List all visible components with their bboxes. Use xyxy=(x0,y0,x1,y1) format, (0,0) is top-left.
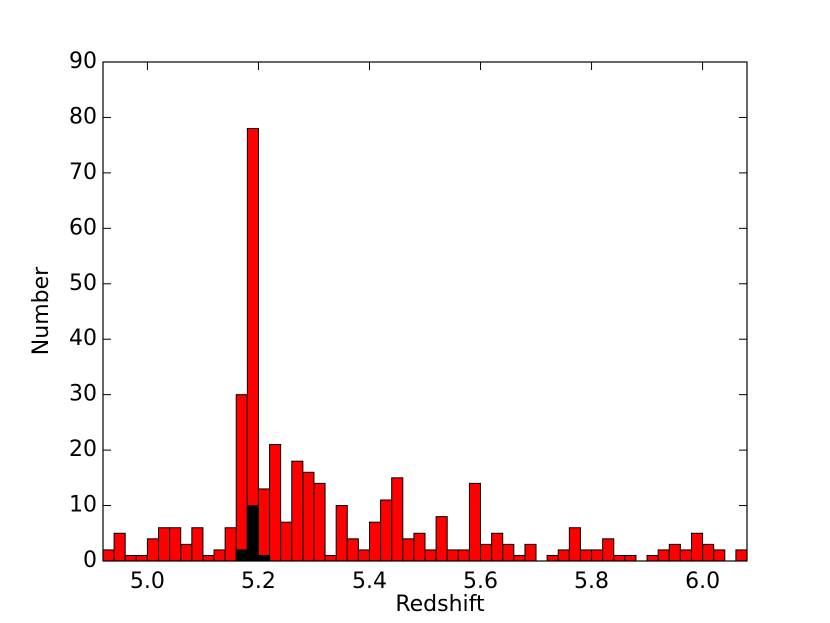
y-tick-label: 50 xyxy=(69,271,97,296)
bar xyxy=(280,521,293,562)
bar xyxy=(502,543,515,562)
bar xyxy=(257,554,271,562)
bar xyxy=(591,549,604,562)
bar xyxy=(269,444,282,562)
y-tick-label: 80 xyxy=(69,104,97,129)
bar xyxy=(158,527,171,562)
bar xyxy=(191,527,204,562)
y-tick-label: 10 xyxy=(69,493,97,518)
bar xyxy=(391,477,404,562)
x-tick-label: 5.6 xyxy=(463,569,498,594)
bar xyxy=(246,505,259,562)
bar xyxy=(146,538,160,562)
y-tick-label: 40 xyxy=(69,326,97,351)
plot-frame xyxy=(102,61,748,562)
bar xyxy=(491,532,504,562)
bar xyxy=(568,527,581,562)
bar xyxy=(524,543,537,562)
bar xyxy=(702,543,715,562)
bar xyxy=(246,128,259,562)
bar xyxy=(513,554,526,562)
bar xyxy=(657,549,670,562)
y-axis-label: Number xyxy=(29,266,54,355)
bar xyxy=(213,549,226,562)
bar xyxy=(546,554,559,562)
x-tick-label: 5.4 xyxy=(352,569,387,594)
bar xyxy=(169,527,182,562)
bar xyxy=(224,527,237,562)
x-axis-label: Redshift xyxy=(395,592,485,617)
bar xyxy=(202,554,215,562)
y-tick-label: 30 xyxy=(69,382,97,407)
bar xyxy=(557,549,570,562)
bar xyxy=(446,549,459,562)
bar xyxy=(480,543,493,562)
x-tick-label: 5.2 xyxy=(241,569,276,594)
bar xyxy=(690,532,704,562)
bar xyxy=(435,516,448,562)
bar xyxy=(413,532,426,562)
bar xyxy=(291,460,304,562)
y-tick-label: 60 xyxy=(69,215,97,240)
bar xyxy=(679,549,692,562)
y-tick-label: 70 xyxy=(69,160,97,185)
bar xyxy=(602,538,615,562)
x-tick-label: 5.8 xyxy=(574,569,609,594)
bar xyxy=(257,488,271,562)
bar xyxy=(668,543,681,562)
bar xyxy=(102,549,115,562)
y-tick-label: 0 xyxy=(83,548,97,573)
y-tick-label: 20 xyxy=(69,437,97,462)
x-tick-label: 5.0 xyxy=(130,569,165,594)
bar xyxy=(235,394,248,562)
bar xyxy=(468,482,482,562)
bar xyxy=(368,521,382,562)
bar xyxy=(324,554,337,562)
y-tick-label: 90 xyxy=(69,49,97,74)
bar xyxy=(424,549,437,562)
bar xyxy=(235,549,248,562)
bar xyxy=(335,505,348,562)
bar xyxy=(402,538,415,562)
bar xyxy=(124,554,137,562)
bar xyxy=(713,549,726,562)
bar xyxy=(313,482,326,562)
bar xyxy=(457,549,470,562)
bar xyxy=(613,554,626,562)
bar xyxy=(380,499,393,562)
bar xyxy=(735,549,748,562)
bar xyxy=(302,471,315,562)
bar xyxy=(646,554,659,562)
bar xyxy=(357,549,370,562)
bar xyxy=(346,538,359,562)
bar xyxy=(624,554,637,562)
x-tick-label: 6.0 xyxy=(685,569,720,594)
bar xyxy=(579,549,593,562)
bar xyxy=(135,554,148,562)
bar xyxy=(180,543,193,562)
bar xyxy=(113,532,126,562)
